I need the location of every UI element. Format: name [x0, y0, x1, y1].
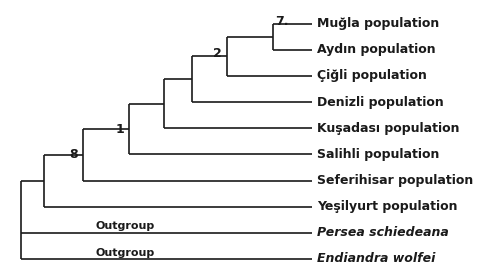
Text: 8: 8 [70, 148, 78, 161]
Text: Seferihisar population: Seferihisar population [317, 174, 473, 187]
Text: Aydın population: Aydın population [317, 43, 436, 56]
Text: Endiandra wolfei: Endiandra wolfei [317, 252, 436, 265]
Text: 2: 2 [213, 47, 222, 60]
Text: 1: 1 [116, 123, 125, 136]
Text: Çiğli population: Çiğli population [317, 69, 427, 83]
Text: Salihli population: Salihli population [317, 148, 440, 161]
Text: Outgroup: Outgroup [96, 221, 155, 232]
Text: Muğla population: Muğla population [317, 17, 439, 30]
Text: Kuşadası population: Kuşadası population [317, 122, 460, 135]
Text: Persea schiedeana: Persea schiedeana [317, 226, 448, 239]
Text: Denizli population: Denizli population [317, 95, 444, 109]
Text: Yeşilyurt population: Yeşilyurt population [317, 200, 458, 213]
Text: Outgroup: Outgroup [96, 248, 155, 258]
Text: 7.: 7. [276, 15, 289, 28]
